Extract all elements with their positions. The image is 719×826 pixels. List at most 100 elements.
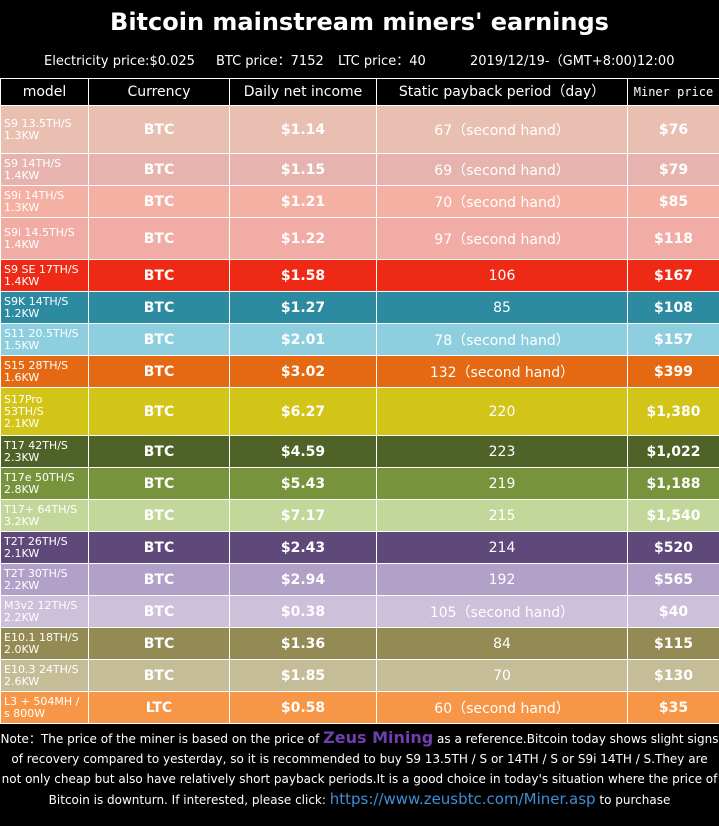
payback-cell: 67（second hand） bbox=[376, 105, 628, 154]
note-text-part2: as a reference.Bitcoin today shows sligh… bbox=[1, 732, 719, 807]
income-cell: $1.21 bbox=[229, 185, 377, 218]
payback-cell: 132（second hand） bbox=[376, 355, 628, 388]
payback-cell: 70 bbox=[376, 659, 628, 692]
price-cell: $76 bbox=[627, 105, 719, 154]
table-row: M3v2 12TH/S 2.2KW BTC $0.38 105（second hand… bbox=[0, 595, 719, 628]
price-cell: $565 bbox=[627, 563, 719, 596]
brand-name: Zeus Mining bbox=[323, 728, 434, 747]
price-cell: $1,540 bbox=[627, 499, 719, 532]
subtitle-bar: Electricity price:$0.025 BTC price：7152 … bbox=[0, 52, 719, 72]
income-cell: $6.27 bbox=[229, 387, 377, 436]
payback-cell: 69（second hand） bbox=[376, 153, 628, 186]
payback-cell: 97（second hand） bbox=[376, 217, 628, 260]
model-cell: T17e 50TH/S 2.8KW bbox=[0, 467, 89, 500]
price-cell: $85 bbox=[627, 185, 719, 218]
income-cell: $2.01 bbox=[229, 323, 377, 356]
income-cell: $1.58 bbox=[229, 259, 377, 292]
col-header-payback: Static payback period（day） bbox=[376, 78, 628, 106]
model-cell: S9i 14TH/S 1.3KW bbox=[0, 185, 89, 218]
model-cell: T17+ 64TH/S 3.2KW bbox=[0, 499, 89, 532]
income-cell: $1.22 bbox=[229, 217, 377, 260]
income-cell: $0.38 bbox=[229, 595, 377, 628]
currency-cell: BTC bbox=[88, 291, 230, 324]
payback-cell: 214 bbox=[376, 531, 628, 564]
model-cell: S9 13.5TH/S 1.3KW bbox=[0, 105, 89, 154]
note-text-part1: Note：The price of the miner is based on … bbox=[0, 732, 324, 746]
note-text: Note：The price of the miner is based on … bbox=[0, 728, 719, 826]
model-cell: S11 20.5TH/S 1.5KW bbox=[0, 323, 89, 356]
income-cell: $5.43 bbox=[229, 467, 377, 500]
income-cell: $1.36 bbox=[229, 627, 377, 660]
currency-cell: BTC bbox=[88, 217, 230, 260]
table-row: T2T 30TH/S 2.2KW BTC $2.94 192 $565 bbox=[0, 563, 719, 596]
price-cell: $1,380 bbox=[627, 387, 719, 436]
model-cell: S9i 14.5TH/S 1.4KW bbox=[0, 217, 89, 260]
model-cell: M3v2 12TH/S 2.2KW bbox=[0, 595, 89, 628]
table-row: S9i 14TH/S 1.3KW BTC $1.21 70（second hand） $… bbox=[0, 185, 719, 218]
model-cell: S9 SE 17TH/S 1.4KW bbox=[0, 259, 89, 292]
table-row: S9i 14.5TH/S 1.4KW BTC $1.22 97（second hand… bbox=[0, 217, 719, 260]
table-row: S9 14TH/S 1.4KW BTC $1.15 69（second hand） $7… bbox=[0, 153, 719, 186]
currency-cell: BTC bbox=[88, 387, 230, 436]
model-cell: S15 28TH/S 1.6KW bbox=[0, 355, 89, 388]
model-cell: S9K 14TH/S 1.2KW bbox=[0, 291, 89, 324]
payback-cell: 60（second hand） bbox=[376, 691, 628, 724]
price-cell: $167 bbox=[627, 259, 719, 292]
income-cell: $2.43 bbox=[229, 531, 377, 564]
table-row: E10.1 18TH/S 2.0KW BTC $1.36 84 $115 bbox=[0, 627, 719, 660]
income-cell: $1.14 bbox=[229, 105, 377, 154]
table-row: S15 28TH/S 1.6KW BTC $3.02 132（second hand）… bbox=[0, 355, 719, 388]
price-cell: $40 bbox=[627, 595, 719, 628]
currency-cell: BTC bbox=[88, 323, 230, 356]
payback-cell: 78（second hand） bbox=[376, 323, 628, 356]
currency-cell: BTC bbox=[88, 153, 230, 186]
price-cell: $130 bbox=[627, 659, 719, 692]
purchase-link[interactable]: https://www.zeusbtc.com/Miner.asp bbox=[329, 790, 596, 808]
table-row: S9 13.5TH/S 1.3KW BTC $1.14 67（second hand）… bbox=[0, 105, 719, 154]
payback-cell: 192 bbox=[376, 563, 628, 596]
table-row: T17 42TH/S 2.3KW BTC $4.59 223 $1,022 bbox=[0, 435, 719, 468]
table-row: T17e 50TH/S 2.8KW BTC $5.43 219 $1,188 bbox=[0, 467, 719, 500]
payback-cell: 223 bbox=[376, 435, 628, 468]
col-header-currency: Currency bbox=[88, 78, 230, 106]
payback-cell: 70（second hand） bbox=[376, 185, 628, 218]
payback-cell: 220 bbox=[376, 387, 628, 436]
currency-cell: BTC bbox=[88, 563, 230, 596]
price-cell: $399 bbox=[627, 355, 719, 388]
currency-cell: BTC bbox=[88, 185, 230, 218]
income-cell: $2.94 bbox=[229, 563, 377, 596]
income-cell: $3.02 bbox=[229, 355, 377, 388]
model-cell: T2T 30TH/S 2.2KW bbox=[0, 563, 89, 596]
currency-cell: BTC bbox=[88, 355, 230, 388]
table-row: S9K 14TH/S 1.2KW BTC $1.27 85 $108 bbox=[0, 291, 719, 324]
model-cell: S9 14TH/S 1.4KW bbox=[0, 153, 89, 186]
model-cell: E10.3 24TH/S 2.6KW bbox=[0, 659, 89, 692]
payback-cell: 219 bbox=[376, 467, 628, 500]
price-cell: $118 bbox=[627, 217, 719, 260]
price-cell: $1,022 bbox=[627, 435, 719, 468]
currency-cell: BTC bbox=[88, 531, 230, 564]
price-cell: $35 bbox=[627, 691, 719, 724]
price-cell: $115 bbox=[627, 627, 719, 660]
currency-cell: BTC bbox=[88, 259, 230, 292]
currency-cell: BTC bbox=[88, 105, 230, 154]
col-header-income: Daily net income bbox=[229, 78, 377, 106]
btc-price: BTC price：7152 bbox=[216, 54, 324, 69]
model-cell: E10.1 18TH/S 2.0KW bbox=[0, 627, 89, 660]
income-cell: $1.15 bbox=[229, 153, 377, 186]
ltc-price: LTC price：40 bbox=[338, 54, 426, 69]
table-header-row: model Currency Daily net income Static p… bbox=[0, 78, 719, 106]
table-row: S17Pro 53TH/S 2.1KW BTC $6.27 220 $1,380 bbox=[0, 387, 719, 436]
currency-cell: BTC bbox=[88, 499, 230, 532]
table-row: S9 SE 17TH/S 1.4KW BTC $1.58 106 $167 bbox=[0, 259, 719, 292]
currency-cell: BTC bbox=[88, 659, 230, 692]
income-cell: $7.17 bbox=[229, 499, 377, 532]
income-cell: $0.58 bbox=[229, 691, 377, 724]
electricity-price: Electricity price:$0.025 bbox=[44, 54, 195, 69]
model-cell: T2T 26TH/S 2.1KW bbox=[0, 531, 89, 564]
income-cell: $1.85 bbox=[229, 659, 377, 692]
col-header-price: Miner price bbox=[627, 78, 719, 106]
price-cell: $79 bbox=[627, 153, 719, 186]
currency-cell: LTC bbox=[88, 691, 230, 724]
payback-cell: 105（second hand） bbox=[376, 595, 628, 628]
